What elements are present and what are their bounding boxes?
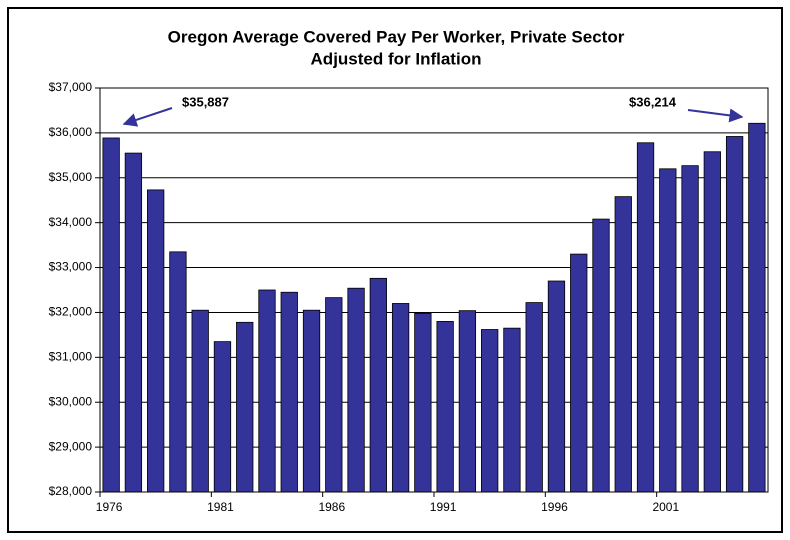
bar [191,309,209,493]
arrow [122,107,173,127]
bar [481,329,499,493]
bar [147,189,165,493]
x-tick-label: 1996 [541,500,568,514]
bar [369,277,387,493]
bar [169,251,187,493]
x-tick-label: 1991 [430,500,457,514]
bar [236,321,254,493]
y-tick-label: $28,000 [49,484,93,498]
y-tick-label: $36,000 [49,125,93,139]
bar [391,303,410,493]
x-tick-label: 2001 [652,500,679,514]
bar [414,312,432,493]
y-tick-label: $32,000 [49,305,93,319]
bar [614,196,632,493]
bar [302,309,321,493]
bar [725,136,744,493]
bar [213,341,232,493]
bar [703,151,721,493]
y-tick-label: $37,000 [49,80,93,94]
bar [347,287,365,493]
bar [592,218,610,493]
bar [258,289,276,493]
bar [124,152,143,493]
chart-subtitle: Adjusted for Inflation [311,49,482,68]
y-tick-label: $30,000 [49,394,93,408]
chart-title: Oregon Average Covered Pay Per Worker, P… [168,27,625,46]
bar [102,137,120,493]
y-tick-label: $29,000 [49,439,93,453]
bar [659,168,677,493]
bar [503,327,521,493]
y-tick-label: $35,000 [49,170,93,184]
bar [525,302,543,493]
bar [681,165,699,493]
y-tick-label: $33,000 [49,260,93,274]
data-label: $36,214 [629,94,677,109]
x-tick-label: 1986 [318,500,345,514]
bar [280,291,298,493]
plot-area [99,87,769,493]
y-tick-label: $31,000 [49,350,93,364]
y-tick-label: $34,000 [49,215,93,229]
bar [547,280,566,493]
bar [436,321,454,493]
arrow [687,108,744,123]
bar [748,122,766,493]
bar [570,253,588,493]
x-tick-label: 1981 [207,500,234,514]
data-label: $35,887 [182,94,229,109]
bar [458,310,477,493]
bar [636,142,655,493]
bar [325,297,343,493]
x-tick-label: 1976 [96,500,123,514]
